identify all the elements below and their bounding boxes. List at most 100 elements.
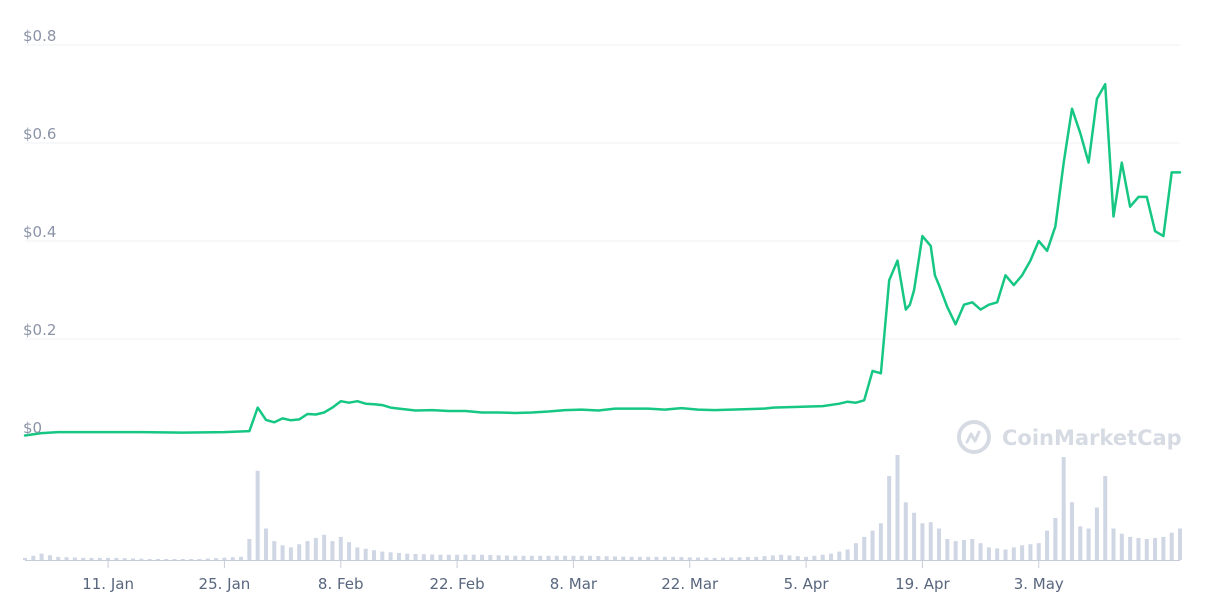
- volume-bar: [1119, 533, 1124, 560]
- volume-bar: [521, 555, 526, 560]
- volume-bar: [920, 523, 925, 560]
- volume-bar: [554, 555, 559, 560]
- volume-bar: [604, 556, 609, 560]
- volume-bar: [1161, 536, 1166, 560]
- volume-bar: [1103, 476, 1108, 560]
- volume-bar: [347, 542, 352, 560]
- volume-bar: [405, 553, 410, 560]
- volume-bar: [388, 552, 393, 560]
- x-tick-label: 5. Apr: [784, 575, 830, 593]
- volume-bar: [164, 558, 169, 560]
- y-tick-label: $0.8: [23, 27, 56, 45]
- volume-bar: [322, 534, 327, 560]
- volume-bar: [81, 557, 86, 560]
- volume-bar: [579, 555, 584, 560]
- volume-bar: [845, 549, 850, 560]
- volume-bar: [1061, 457, 1066, 560]
- volume-bar: [970, 539, 975, 560]
- volume-bar: [704, 557, 709, 560]
- volume-bar: [355, 547, 360, 560]
- y-tick-label: $0: [23, 419, 42, 437]
- volume-bar: [496, 555, 501, 560]
- volume-bar: [147, 558, 152, 560]
- volume-bar: [214, 558, 219, 560]
- volume-bar: [588, 555, 593, 560]
- volume-bar: [122, 558, 127, 560]
- volume-bar: [255, 470, 260, 560]
- volume-bar: [762, 556, 767, 560]
- volume-bar: [928, 522, 933, 560]
- volume-bar: [804, 556, 809, 560]
- volume-bar: [712, 557, 717, 560]
- volume-bar: [363, 548, 368, 560]
- volume-bar: [1011, 547, 1016, 560]
- volume-bar: [89, 557, 94, 560]
- volume-bar: [338, 536, 343, 560]
- volume-bar: [654, 556, 659, 560]
- volume-bar: [1020, 545, 1025, 560]
- volume-bar: [480, 554, 485, 560]
- volume-bar: [729, 557, 734, 560]
- volume-bar: [612, 556, 617, 560]
- y-tick-label: $0.2: [23, 321, 56, 339]
- volume-bar: [1069, 502, 1074, 560]
- volume-bar: [945, 539, 950, 560]
- volume-bar: [829, 553, 834, 560]
- volume-bar: [937, 528, 942, 560]
- volume-bar: [1153, 537, 1158, 560]
- volume-bar: [745, 557, 750, 560]
- volume-bar: [878, 523, 883, 560]
- volume-bar: [986, 547, 991, 560]
- volume-bar: [754, 556, 759, 560]
- volume-bar: [870, 530, 875, 560]
- volume-bar: [961, 540, 966, 560]
- volume-bar: [239, 556, 244, 560]
- volume-bar: [446, 554, 451, 560]
- volume-bar: [31, 555, 36, 560]
- volume-bar: [637, 556, 642, 560]
- volume-bar: [396, 553, 401, 560]
- volume-bar: [1028, 544, 1033, 560]
- volume-bar: [297, 544, 302, 560]
- volume-bar: [770, 555, 775, 560]
- volume-bar: [895, 455, 900, 560]
- volume-bar: [222, 557, 227, 560]
- volume-bar: [205, 558, 210, 560]
- volume-bar: [504, 555, 509, 560]
- volume-bar: [47, 555, 52, 560]
- volume-bar: [1144, 539, 1149, 560]
- x-tick-label: 3. May: [1014, 575, 1064, 593]
- volume-bar: [247, 539, 252, 560]
- y-axis-ticks: $0 $0.2 $0.4 $0.6 $0.8: [23, 27, 56, 437]
- volume-bar: [1169, 532, 1174, 560]
- volume-bar: [795, 556, 800, 560]
- volume-bar: [272, 541, 277, 560]
- volume-bar: [139, 558, 144, 560]
- volume-bar: [887, 476, 892, 560]
- volume-bar: [563, 555, 568, 560]
- price-series: [23, 82, 1182, 437]
- volume-bar: [172, 558, 177, 560]
- volume-bar: [330, 541, 335, 560]
- volume-bar: [1128, 536, 1133, 560]
- volume-bar: [56, 556, 61, 560]
- volume-bar: [64, 557, 69, 560]
- volume-bar: [978, 543, 983, 560]
- volume-bar: [455, 554, 460, 560]
- volume-bar: [72, 557, 77, 560]
- volume-bar: [679, 557, 684, 560]
- volume-bar: [1053, 518, 1058, 560]
- volume-bar: [97, 557, 102, 560]
- price-line: [23, 82, 1182, 437]
- volume-bar: [912, 512, 917, 560]
- volume-bar: [471, 554, 476, 560]
- coinmarketcap-watermark: CoinMarketCap: [957, 420, 1182, 454]
- volume-bar: [39, 553, 44, 560]
- grid-lines: [25, 44, 1180, 340]
- x-axis-ticks: 11. Jan 25. Jan 8. Feb 22. Feb 8. Mar 22. Mar…: [82, 560, 1064, 593]
- volume-bar: [787, 555, 792, 560]
- volume-bar: [189, 558, 194, 560]
- volume-bar: [1003, 549, 1008, 560]
- volume-bar: [197, 558, 202, 560]
- x-tick-label: 8. Feb: [318, 575, 364, 593]
